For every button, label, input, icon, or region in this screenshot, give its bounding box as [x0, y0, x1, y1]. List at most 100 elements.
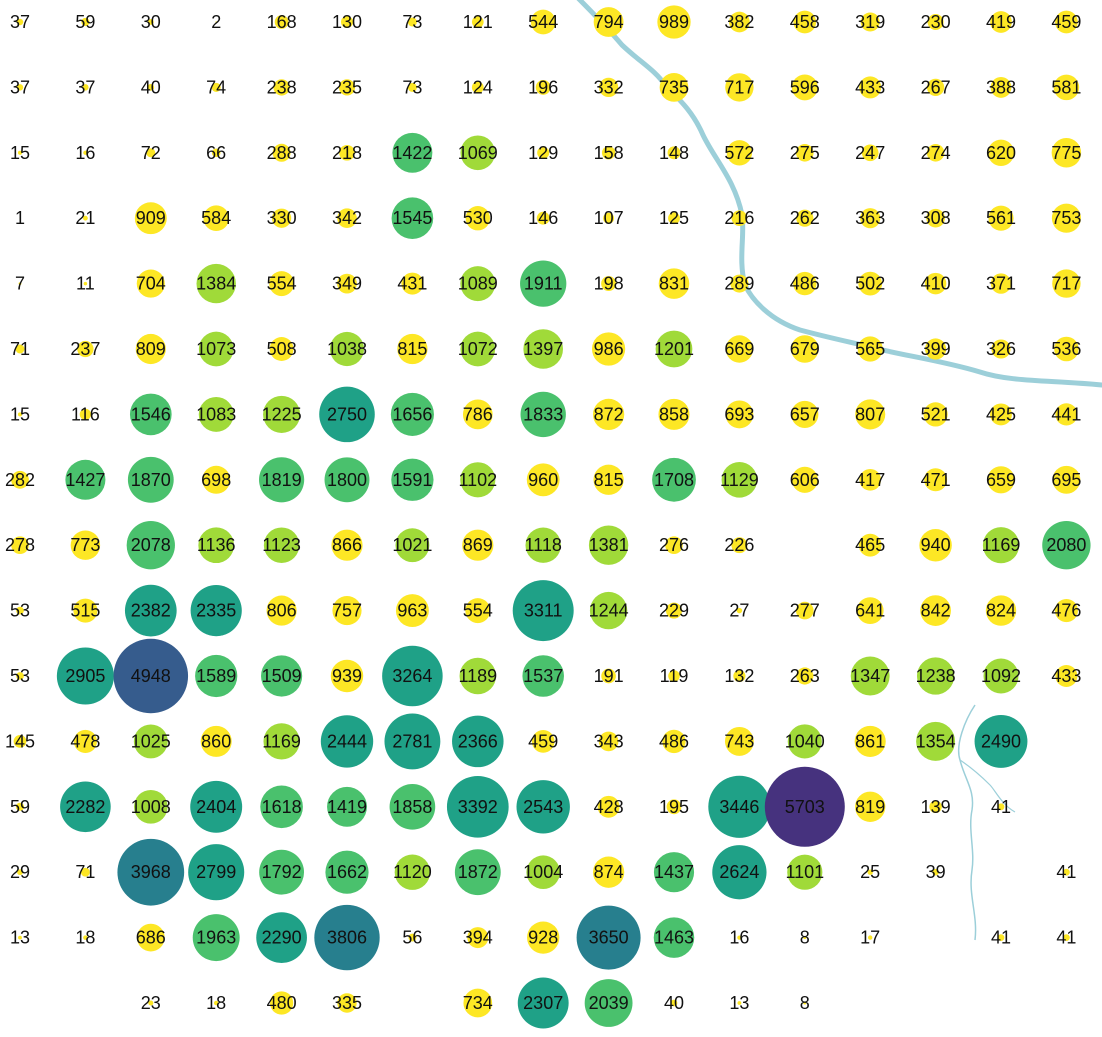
- cell-dot: [1054, 599, 1078, 623]
- cell-label: 1069: [458, 143, 498, 163]
- cell-label: 717: [1051, 274, 1081, 294]
- cell-dot: [536, 211, 550, 225]
- cell-dot: [133, 724, 168, 759]
- cell-dot: [525, 527, 561, 563]
- cell-label: 2366: [458, 731, 498, 751]
- cell-dot: [523, 329, 563, 369]
- cell-dot: [1055, 664, 1078, 688]
- cell-label: 584: [201, 208, 231, 228]
- cell-label: 486: [790, 274, 820, 294]
- cell-dot: [990, 273, 1012, 294]
- cell-dot: [658, 398, 690, 430]
- cell-dot: [325, 850, 369, 894]
- cell-label: 866: [332, 535, 362, 555]
- cell-label: 289: [724, 274, 754, 294]
- cell-label: 72: [141, 143, 161, 163]
- cell-label: 238: [267, 77, 297, 97]
- cell-dot: [79, 408, 92, 421]
- cell-dot: [259, 457, 305, 503]
- cell-dot: [712, 845, 767, 900]
- cell-label: 196: [528, 77, 558, 97]
- cell-dot: [77, 340, 94, 358]
- cell-dot: [530, 9, 556, 35]
- cell-dot: [82, 215, 88, 221]
- cell-label: 1025: [131, 731, 171, 751]
- cell-label: 693: [724, 404, 754, 424]
- cell-label: 471: [921, 470, 951, 490]
- cell-dot: [117, 838, 185, 906]
- cell-dot: [657, 5, 691, 39]
- cell-label: 695: [1051, 470, 1081, 490]
- cell-dot: [1052, 269, 1081, 298]
- cell-label: 1381: [589, 535, 629, 555]
- cell-dot: [1063, 934, 1070, 941]
- cell-dot: [263, 527, 300, 563]
- cell-label: 388: [986, 77, 1016, 97]
- cell-dot: [136, 923, 165, 952]
- cell-label: 1: [15, 208, 25, 228]
- cell-dot: [598, 77, 619, 98]
- cell-dot: [471, 16, 484, 28]
- cell-dot: [271, 208, 292, 228]
- cell-label: 1092: [981, 666, 1021, 686]
- cell-dot: [987, 139, 1015, 166]
- cell-dot: [526, 463, 560, 497]
- cell-label: 2307: [523, 993, 563, 1013]
- cell-dot: [16, 18, 24, 26]
- cell-dot: [389, 783, 436, 830]
- cell-dot: [737, 935, 742, 940]
- cell-label: 229: [659, 601, 689, 621]
- cell-dot: [127, 456, 174, 503]
- cell-dot: [666, 799, 682, 815]
- cell-label: 425: [986, 404, 1016, 424]
- cell-label: 146: [528, 208, 558, 228]
- cell-dot: [261, 655, 303, 697]
- cell-dot: [668, 670, 680, 682]
- cell-dot: [1055, 403, 1078, 426]
- cell-dot: [147, 19, 154, 25]
- cell-label: 476: [1051, 601, 1081, 621]
- cell-dot: [397, 333, 428, 365]
- cell-label: 536: [1051, 339, 1081, 359]
- cell-dot: [721, 462, 758, 498]
- cell-dot: [19, 217, 21, 219]
- cell-label: 41: [1056, 862, 1076, 882]
- cell-label: 1545: [392, 208, 432, 228]
- cell-label: 263: [790, 666, 820, 686]
- cell-label: 669: [724, 339, 754, 359]
- cell-dot: [591, 332, 626, 366]
- cell-label: 860: [201, 731, 231, 751]
- cell-dot: [407, 82, 417, 92]
- cell-label: 786: [463, 404, 493, 424]
- cell-label: 1201: [654, 339, 694, 359]
- cell-label: 544: [528, 12, 558, 32]
- cell-label: 399: [921, 339, 951, 359]
- cell-label: 641: [855, 601, 885, 621]
- cell-label: 1129: [720, 470, 759, 490]
- cell-label: 3968: [131, 862, 171, 882]
- cell-label: 428: [594, 797, 624, 817]
- cell-label: 960: [528, 470, 558, 490]
- cell-dot: [932, 868, 939, 876]
- cell-label: 2543: [523, 797, 563, 817]
- cell-dot: [465, 206, 490, 231]
- cell-dot: [985, 595, 1017, 626]
- cell-label: 18: [75, 928, 95, 948]
- cell-dot: [332, 596, 362, 626]
- cell-dot: [850, 656, 890, 696]
- cell-dot: [465, 598, 491, 624]
- cell-label: 2290: [262, 928, 302, 948]
- cell-label: 824: [986, 601, 1016, 621]
- cell-dot: [856, 597, 884, 625]
- cell-label: 121: [463, 12, 493, 32]
- cell-label: 3650: [589, 928, 629, 948]
- cell-dot: [337, 993, 357, 1013]
- cell-label: 1225: [262, 404, 302, 424]
- cell-dot: [1042, 521, 1091, 570]
- cell-label: 989: [659, 12, 689, 32]
- cell-label: 753: [1051, 208, 1081, 228]
- cell-label: 1123: [262, 535, 301, 555]
- cell-dot: [537, 146, 550, 159]
- cell-label: 1040: [785, 731, 825, 751]
